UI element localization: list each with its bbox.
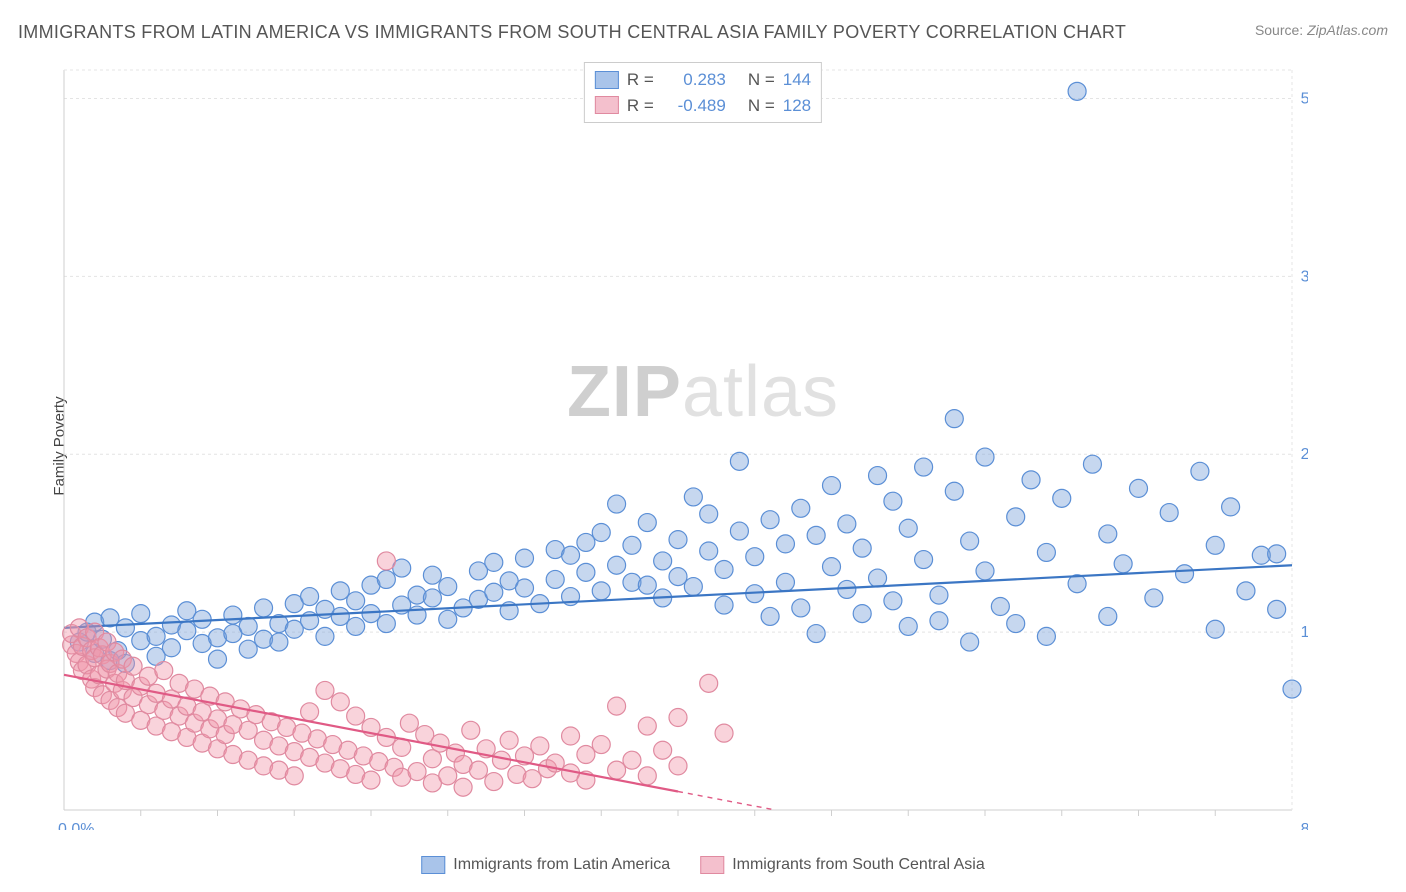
n-value: 144 (783, 67, 811, 93)
legend-swatch (700, 856, 724, 874)
r-value: -0.489 (662, 93, 726, 119)
chart-title: IMMIGRANTS FROM LATIN AMERICA VS IMMIGRA… (18, 22, 1126, 43)
correlation-stats-box: R = 0.283 N = 144 R = -0.489 N = 128 (584, 62, 822, 123)
scatter-chart: 12.5% 25.0% 37.5% 50.0% 0.0% 80.0% (48, 60, 1308, 830)
n-label: N = (748, 93, 775, 119)
svg-text:50.0%: 50.0% (1301, 90, 1308, 107)
legend-item: Immigrants from South Central Asia (700, 856, 985, 874)
r-value: 0.283 (662, 67, 726, 93)
source-attribution: Source: ZipAtlas.com (1255, 22, 1388, 38)
svg-text:0.0%: 0.0% (58, 821, 94, 830)
stats-row: R = 0.283 N = 144 (595, 67, 811, 93)
legend-swatch (421, 856, 445, 874)
series-swatch (595, 71, 619, 89)
source-prefix: Source: (1255, 22, 1303, 38)
chart-area: 12.5% 25.0% 37.5% 50.0% 0.0% 80.0% (48, 60, 1308, 830)
series-swatch (595, 96, 619, 114)
r-label: R = (627, 93, 654, 119)
bottom-legend: Immigrants from Latin America Immigrants … (421, 856, 985, 874)
svg-text:80.0%: 80.0% (1301, 821, 1308, 830)
r-label: R = (627, 67, 654, 93)
n-label: N = (748, 67, 775, 93)
svg-text:25.0%: 25.0% (1301, 446, 1308, 463)
legend-label: Immigrants from South Central Asia (732, 856, 985, 874)
svg-text:12.5%: 12.5% (1301, 624, 1308, 641)
svg-text:37.5%: 37.5% (1301, 268, 1308, 285)
n-value: 128 (783, 93, 811, 119)
stats-row: R = -0.489 N = 128 (595, 93, 811, 119)
source-name: ZipAtlas.com (1307, 22, 1388, 38)
legend-item: Immigrants from Latin America (421, 856, 670, 874)
legend-label: Immigrants from Latin America (453, 856, 670, 874)
